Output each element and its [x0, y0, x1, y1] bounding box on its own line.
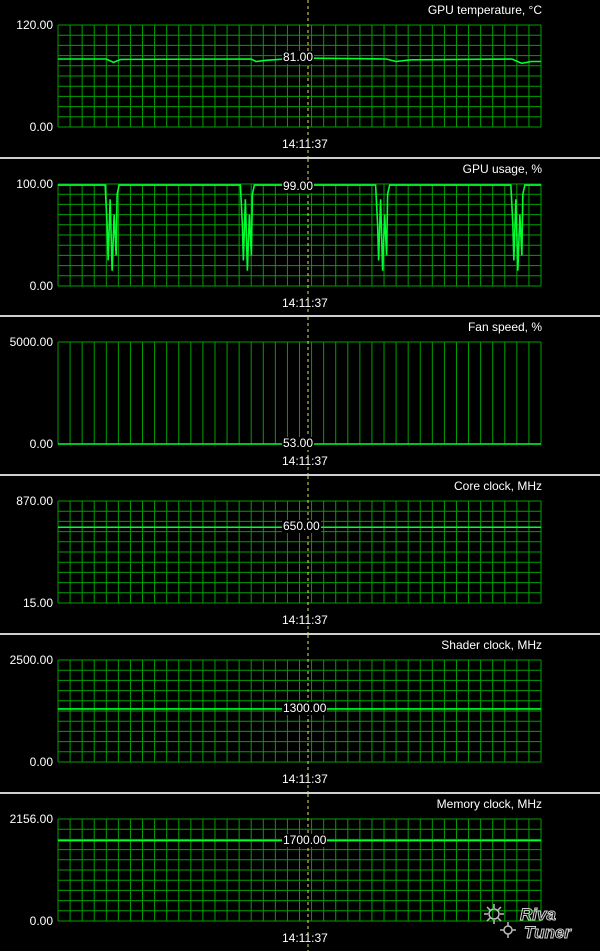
- graph-area[interactable]: [0, 317, 600, 474]
- graph-area[interactable]: [0, 476, 600, 633]
- y-min-label: 0.00: [29, 914, 53, 928]
- y-max-label: 2156.00: [9, 812, 53, 826]
- panel-fan-speed: Fan speed, % 5000.00 0.00 53.00 14:11:37: [0, 315, 600, 474]
- panel-shader-clock: Shader clock, MHz 2500.00 0.00 1300.00 1…: [0, 633, 600, 792]
- panel-title: Shader clock, MHz: [441, 638, 542, 652]
- panel-gpu-temperature: GPU temperature, °C 120.00 0.00 81.00 14…: [0, 0, 600, 157]
- y-min-label: 0.00: [29, 120, 53, 134]
- y-min-label: 0.00: [29, 437, 53, 451]
- current-value-label: 81.00: [282, 50, 315, 65]
- cursor-time-label: 14:11:37: [282, 137, 328, 151]
- current-value-label: 99.00: [282, 179, 315, 193]
- svg-text:Riva: Riva: [520, 905, 556, 924]
- current-value-label: 1300.00: [282, 700, 328, 715]
- panel-gpu-usage: GPU usage, % 100.00 0.00 99.00 14:11:37: [0, 157, 600, 316]
- current-value-label: 53.00: [282, 436, 315, 450]
- current-value-label: 650.00: [282, 519, 321, 534]
- svg-text:Tuner: Tuner: [524, 923, 572, 942]
- panel-core-clock: Core clock, MHz 870.00 15.00 650.00 14:1…: [0, 474, 600, 633]
- panel-title: Core clock, MHz: [453, 479, 542, 493]
- cursor-time-label: 14:11:37: [282, 454, 328, 468]
- current-value-label: 1700.00: [282, 832, 328, 847]
- panel-title: Memory clock, MHz: [436, 797, 542, 811]
- graph-area[interactable]: [0, 635, 600, 792]
- y-max-label: 2500.00: [9, 653, 53, 667]
- rivatuner-logo: Riva Tuner: [484, 904, 573, 942]
- cursor-time-label: 14:11:37: [282, 296, 328, 310]
- cursor-time-label: 14:11:37: [282, 931, 328, 945]
- y-max-label: 870.00: [16, 494, 53, 508]
- y-min-label: 0.00: [29, 279, 53, 293]
- cursor-time-label: 14:11:37: [282, 613, 328, 627]
- y-min-label: 0.00: [29, 755, 53, 769]
- graph-area[interactable]: [0, 0, 600, 157]
- y-max-label: 100.00: [16, 177, 53, 191]
- panel-title: Fan speed, %: [467, 320, 542, 334]
- series-line: [58, 184, 541, 271]
- y-min-label: 15.00: [22, 596, 53, 610]
- graph-area[interactable]: [0, 794, 600, 951]
- y-max-label: 5000.00: [9, 335, 53, 349]
- graph-area[interactable]: [0, 159, 600, 316]
- panel-title: GPU temperature, °C: [427, 3, 542, 17]
- y-max-label: 120.00: [16, 18, 53, 32]
- panel-memory-clock: Memory clock, MHz 2156.00 0.00 1700.00 1…: [0, 792, 600, 951]
- cursor-time-label: 14:11:37: [282, 772, 328, 786]
- panel-title: GPU usage, %: [462, 162, 542, 176]
